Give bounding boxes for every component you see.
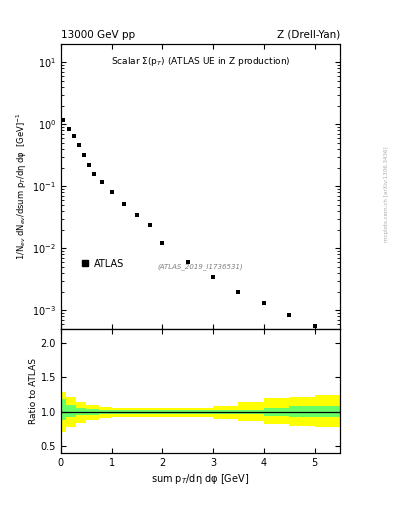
Y-axis label: 1/N$_{ev}$ dN$_{ev}$/dsum p$_T$/dη dφ  [GeV]$^{-1}$: 1/N$_{ev}$ dN$_{ev}$/dsum p$_T$/dη dφ [G… bbox=[15, 113, 29, 260]
Text: Scalar Σ(p$_T$) (ATLAS UE in Z production): Scalar Σ(p$_T$) (ATLAS UE in Z productio… bbox=[110, 55, 290, 68]
Legend: ATLAS: ATLAS bbox=[77, 255, 128, 273]
Text: 13000 GeV pp: 13000 GeV pp bbox=[61, 30, 135, 40]
X-axis label: sum p$_T$/dη dφ [GeV]: sum p$_T$/dη dφ [GeV] bbox=[151, 472, 250, 486]
Text: Z (Drell-Yan): Z (Drell-Yan) bbox=[277, 30, 340, 40]
Y-axis label: Ratio to ATLAS: Ratio to ATLAS bbox=[29, 358, 38, 424]
Text: mcplots.cern.ch [arXiv:1306.3436]: mcplots.cern.ch [arXiv:1306.3436] bbox=[384, 147, 389, 242]
Text: (ATLAS_2019_I1736531): (ATLAS_2019_I1736531) bbox=[158, 263, 243, 270]
